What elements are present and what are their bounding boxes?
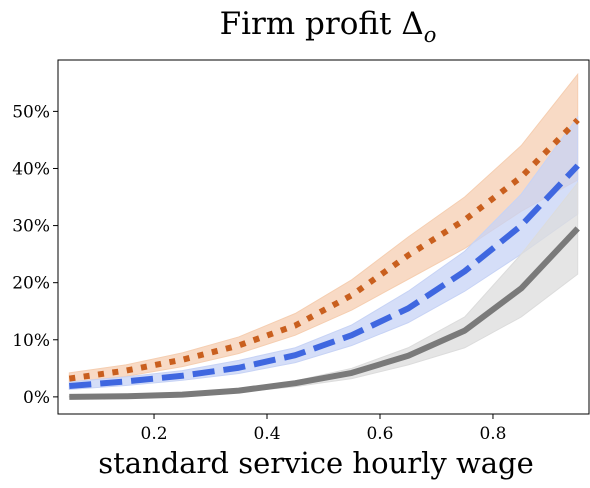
x-axis-label: standard service hourly wage	[98, 446, 534, 480]
series-lines	[68, 117, 580, 400]
x-tick-label: 0.8	[479, 424, 506, 444]
series-line-3	[69, 226, 580, 400]
y-tick-label: 30%	[12, 217, 50, 237]
chart-title-symbol: Δ	[401, 6, 423, 42]
y-tick-label: 20%	[12, 274, 50, 294]
y-tick-label: 40%	[12, 159, 50, 179]
x-tick-label: 0.4	[253, 424, 280, 444]
y-tick-label: 10%	[12, 331, 50, 351]
chart-title: Firm profit Δo	[220, 6, 437, 47]
x-tick-label: 0.6	[366, 424, 393, 444]
chart-title-main: Firm profit	[220, 6, 402, 42]
y-tick-label: 0%	[23, 388, 50, 408]
y-tick-label: 50%	[12, 102, 50, 122]
x-axis-ticks: 0.2 0.4 0.6 0.8	[141, 414, 506, 444]
y-axis-ticks: 0% 10% 20% 30% 40% 50%	[12, 102, 58, 408]
confidence-bands	[68, 72, 579, 398]
series-band-2	[68, 115, 579, 390]
chart-title-subscript: o	[424, 23, 437, 47]
plot-frame	[57, 59, 590, 415]
x-tick-label: 0.2	[141, 424, 168, 444]
series-line-1	[68, 117, 580, 382]
series-line-2	[69, 163, 580, 390]
